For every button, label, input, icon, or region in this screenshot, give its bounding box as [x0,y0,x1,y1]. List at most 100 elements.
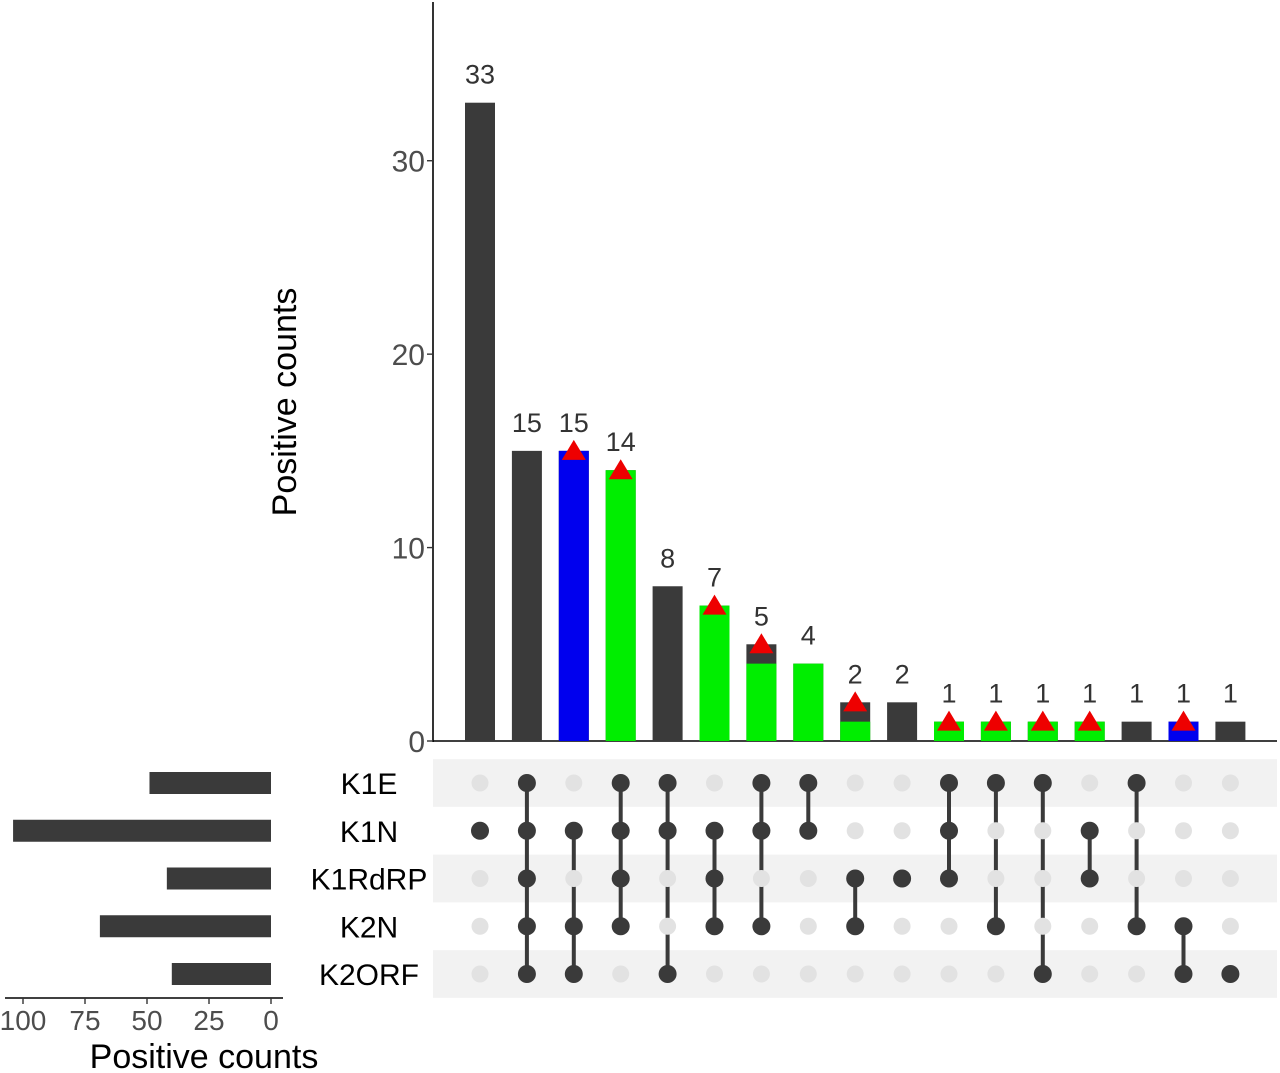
bar-value-label: 1 [1035,679,1050,709]
matrix-dot-active [752,821,771,840]
bar-value-label: 1 [1176,679,1191,709]
matrix-dot-active [893,869,912,888]
matrix-dot-active [517,917,536,936]
matrix-dot-active [940,821,958,840]
matrix-dot-active [940,869,958,888]
matrix-dot-inactive [1221,870,1239,887]
matrix-dot-inactive [846,774,864,792]
set-label: K1N [340,816,398,849]
matrix-dot-inactive [706,774,723,792]
matrix-dot-inactive [987,870,1005,887]
red-triangle-marker [983,710,1008,731]
red-triangle-marker [1077,710,1102,731]
red-triangle-marker [1171,710,1196,731]
intersection-bar-fill-blue [558,450,589,741]
red-triangle-marker [843,691,868,712]
red-triangle-marker [1030,710,1055,731]
intersection-bar-fill-green [605,470,636,741]
matrix-dot-inactive [987,822,1005,840]
matrix-dot-inactive [1221,822,1239,840]
matrix-dot-inactive [940,917,958,935]
y-tick-label: 10 [392,533,425,566]
matrix-dot-active [799,821,818,840]
matrix-dot-active [986,917,1005,936]
bar-value-label: 1 [941,679,956,709]
matrix-dot-active [1033,965,1052,983]
matrix-dot-active [611,869,630,888]
set-label: K1RdRP [311,864,428,897]
matrix-dot-inactive [799,870,817,887]
matrix-dot-active [658,821,677,840]
matrix-dot-active [846,917,865,936]
set-label: K1E [341,768,398,801]
matrix-dot-inactive [1081,965,1099,983]
matrix-dot-active [940,774,958,792]
matrix-dot-active [752,917,771,936]
matrix-dot-active [705,917,724,936]
matrix-dot-active [1174,965,1193,983]
matrix-dot-active [611,774,630,792]
matrix-dot-inactive [471,965,489,983]
red-triangle-marker [749,633,774,654]
matrix-dot-inactive [659,870,677,887]
matrix-dot-inactive [987,965,1005,983]
matrix-dot-active [986,774,1005,792]
intersection-bar [1215,721,1246,741]
bar-value-label: 2 [848,659,863,689]
red-triangle-marker [937,710,961,731]
bar-value-label: 7 [707,563,722,593]
y-tick-label: 20 [392,339,425,372]
matrix-dot-inactive [1034,870,1052,887]
set-label: K2ORF [319,959,419,992]
matrix-dot-inactive [1175,870,1192,887]
matrix-dot-active [611,821,630,840]
matrix-dot-inactive [612,965,630,983]
matrix-dot-inactive [893,774,911,792]
matrix-dot-inactive [1221,917,1239,935]
matrix-dot-inactive [799,965,817,983]
y-tick-label: 0 [408,726,425,759]
intersection-bar-fill-green [840,721,871,741]
bar-value-label: 2 [895,659,910,689]
bar-value-label: 5 [754,601,769,631]
red-triangle-marker [608,459,633,480]
matrix-dot-inactive [752,965,770,983]
matrix-dot-active [846,869,865,888]
red-triangle-marker [561,439,586,460]
bar-value-label: 15 [559,408,589,438]
set-size-tick-label: 25 [193,1005,224,1036]
matrix-dot-active [564,917,583,936]
matrix-dot-inactive [1034,822,1052,840]
bar-value-label: 15 [512,408,542,438]
intersection-bar [465,102,495,742]
red-triangle-marker [702,594,727,615]
matrix-dot-inactive [471,774,489,792]
y-tick-label: 30 [392,146,425,179]
intersection-bar-panel: 0 10 20 30 33 15 15 14 8 7 5 4 2 2 1 1 1 1 1 1 1 [392,2,1277,759]
matrix-dot-inactive [1128,965,1146,983]
matrix-dot-inactive [1175,822,1192,840]
matrix-dot-active [1080,869,1099,888]
matrix-dot-active [611,917,630,936]
intersection-bar-fill-green [793,663,824,741]
bar-value-label: 33 [465,60,495,90]
intersection-bar [511,450,542,741]
set-size-bar [13,819,272,842]
matrix-dot-inactive [846,965,864,983]
intersection-bar [1121,721,1152,741]
matrix-dot-inactive [471,870,489,887]
matrix-dot-inactive [893,917,911,935]
matrix-dot-active [1127,774,1146,792]
matrix-dot-inactive [1034,917,1052,935]
matrix-dot-active [517,774,536,792]
matrix-dot-inactive [565,774,583,792]
matrix-dot-active [1221,965,1240,983]
intersection-y-axis-title: Positive counts [266,288,304,517]
matrix-dot-inactive [706,965,723,983]
matrix-dot-inactive [893,822,911,840]
matrix-dot-inactive [940,965,958,983]
matrix-dot-active [1080,821,1099,840]
matrix-dot-active [517,965,536,983]
bar-value-label: 1 [1223,679,1238,709]
